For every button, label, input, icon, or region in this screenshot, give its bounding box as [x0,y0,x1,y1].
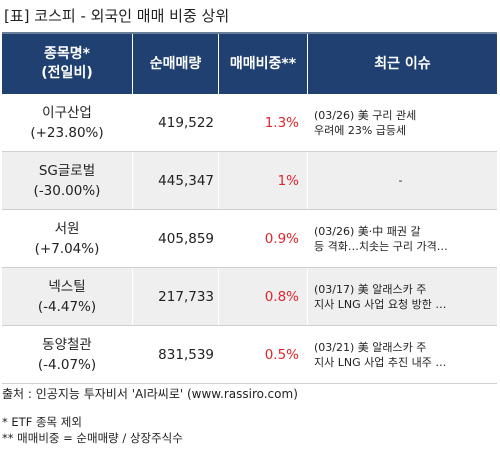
stock-name: 넥스틸 [48,278,86,295]
trade-ratio: 0.8% [219,268,308,325]
stock-name-cell: 서원 (+7.04%) [2,210,133,267]
stock-change: (+23.80%) [30,124,104,141]
stock-name: 서원 [54,220,80,237]
net-volume: 419,522 [133,94,219,151]
recent-issue[interactable]: (03/26) 美 구리 관세 우려에 23% 급등세 [314,108,417,137]
recent-issue[interactable]: (03/17) 美 알래스카 주 지사 LNG 사업 요청 방한 … [314,282,447,311]
table-row: SG글로벌 (-30.00%) 445,347 1% - [2,152,497,210]
stock-name: 동양철관 [42,336,92,353]
footnote-etf: * ETF 종목 제외 [2,415,82,429]
trade-ratio: 0.5% [219,326,308,383]
stock-name: SG글로벌 [38,162,96,179]
net-volume: 405,859 [133,210,219,267]
stock-change: (-30.00%) [33,182,101,199]
table-row: 이구산업 (+23.80%) 419,522 1.3% (03/26) 美 구리… [2,94,497,152]
recent-issue-cell[interactable]: (03/26) 美 구리 관세 우려에 23% 급등세 [308,94,497,151]
stock-name: 이구산업 [42,104,92,121]
net-volume: 831,539 [133,326,219,383]
header-net-volume: 순매매량 [133,34,219,94]
trade-ratio: 1% [219,152,308,209]
footnote-ratio-definition: ** 매매비중 = 순매매량 / 상장주식수 [2,431,183,445]
header-recent-issue: 최근 이슈 [374,55,431,72]
recent-issue[interactable]: (03/26) 美·中 패권 갈 등 격화…치솟는 구리 가격… [314,224,448,253]
source-credit: 출처 : 인공지능 투자비서 'AI라씨로' (www.rassiro.com) [2,387,298,401]
recent-issue-cell[interactable]: (03/17) 美 알래스카 주 지사 LNG 사업 요청 방한 … [308,268,497,325]
stock-name-cell: 이구산업 (+23.80%) [2,94,133,151]
stock-change: (-4.07%) [37,356,97,373]
table-header-row: 종목명* (전일비) 순매매량 매매비중** 최근 이슈 [2,32,497,94]
net-volume: 445,347 [133,152,219,209]
header-stock-name: 종목명* (전일비) [2,34,133,94]
stock-change: (-4.47%) [37,298,97,315]
stock-name-cell: SG글로벌 (-30.00%) [2,152,133,209]
trade-ratio: 1.3% [219,94,308,151]
recent-issue-cell[interactable]: (03/21) 美 알래스카 주 지사 LNG 사업 추진 내주 … [308,326,497,383]
table-row: 서원 (+7.04%) 405,859 0.9% (03/26) 美·中 패권 … [2,210,497,268]
recent-issue-cell: - [308,152,497,209]
page-title: [표] 코스피 - 외국인 매매 비중 상위 [4,7,230,25]
stock-name-cell: 넥스틸 (-4.47%) [2,268,133,325]
header-trade-ratio: 매매비중** [219,34,308,94]
trade-ratio: 0.9% [219,210,308,267]
table-row: 동양철관 (-4.07%) 831,539 0.5% (03/21) 美 알래스… [2,326,497,384]
recent-issue: - [398,174,403,187]
stock-name-cell: 동양철관 (-4.07%) [2,326,133,383]
recent-issue-cell[interactable]: (03/26) 美·中 패권 갈 등 격화…치솟는 구리 가격… [308,210,497,267]
foreign-trading-table: 종목명* (전일비) 순매매량 매매비중** 최근 이슈 이구산업 (+23.8… [2,32,497,384]
stock-change: (+7.04%) [34,240,100,257]
net-volume: 217,733 [133,268,219,325]
recent-issue[interactable]: (03/21) 美 알래스카 주 지사 LNG 사업 추진 내주 … [314,340,447,369]
table-row: 넥스틸 (-4.47%) 217,733 0.8% (03/17) 美 알래스카… [2,268,497,326]
